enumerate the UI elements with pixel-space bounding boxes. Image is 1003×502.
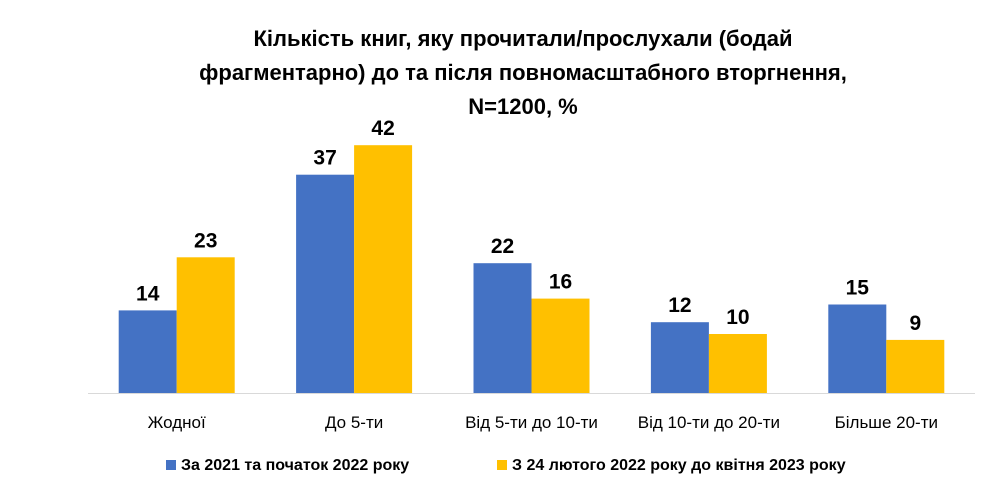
bar-series1-2 (296, 174, 355, 393)
x-tick-label-1: Жодної (148, 413, 206, 432)
chart-title-line-2: фрагментарно) до та після повномасштабно… (199, 60, 847, 85)
bar-series2-4 (708, 334, 767, 393)
data-label-series1-5: 15 (846, 277, 870, 300)
data-label-series1-4: 12 (668, 294, 691, 317)
x-tick-label-3: Від 5-ти до 10-ти (465, 413, 598, 432)
bar-series1-5 (828, 304, 887, 393)
chart-title-line-1: Кількість книг, яку прочитали/прослухали… (254, 26, 793, 51)
chart-title: Кількість книг, яку прочитали/прослухали… (199, 26, 847, 119)
legend-label-1: За 2021 та початок 2022 року (181, 457, 409, 474)
plot-area: 14 23 Жодної 37 42 До 5-ти 22 16 Від 5-ти до 10-… (88, 117, 975, 432)
data-label-series2-2: 42 (371, 117, 394, 140)
data-label-series2-4: 10 (726, 306, 749, 329)
data-label-series2-1: 23 (194, 229, 217, 252)
chart-title-line-3: N=1200, % (468, 94, 577, 119)
bar-series2-1 (176, 257, 235, 393)
legend: За 2021 та початок 2022 року З 24 лютого … (166, 457, 846, 474)
data-label-series2-3: 16 (549, 271, 572, 294)
x-tick-label-5: Більше 20-ти (835, 413, 938, 432)
bar-series1-3 (473, 263, 532, 393)
legend-label-2: З 24 лютого 2022 року до квітня 2023 рок… (512, 457, 846, 474)
bar-series1-4 (650, 322, 709, 393)
data-label-series1-2: 37 (313, 147, 336, 170)
data-label-series1-3: 22 (491, 235, 514, 258)
bar-series2-5 (886, 339, 945, 393)
bar-series2-2 (354, 145, 413, 393)
x-tick-label-4: Від 10-ти до 20-ти (638, 413, 780, 432)
bar-series1-1 (118, 310, 177, 393)
bar-series2-3 (531, 298, 590, 393)
x-tick-label-2: До 5-ти (325, 413, 383, 432)
legend-swatch-1 (166, 460, 176, 470)
legend-swatch-2 (497, 460, 507, 470)
data-label-series1-1: 14 (136, 282, 160, 305)
data-label-series2-5: 9 (909, 312, 921, 335)
